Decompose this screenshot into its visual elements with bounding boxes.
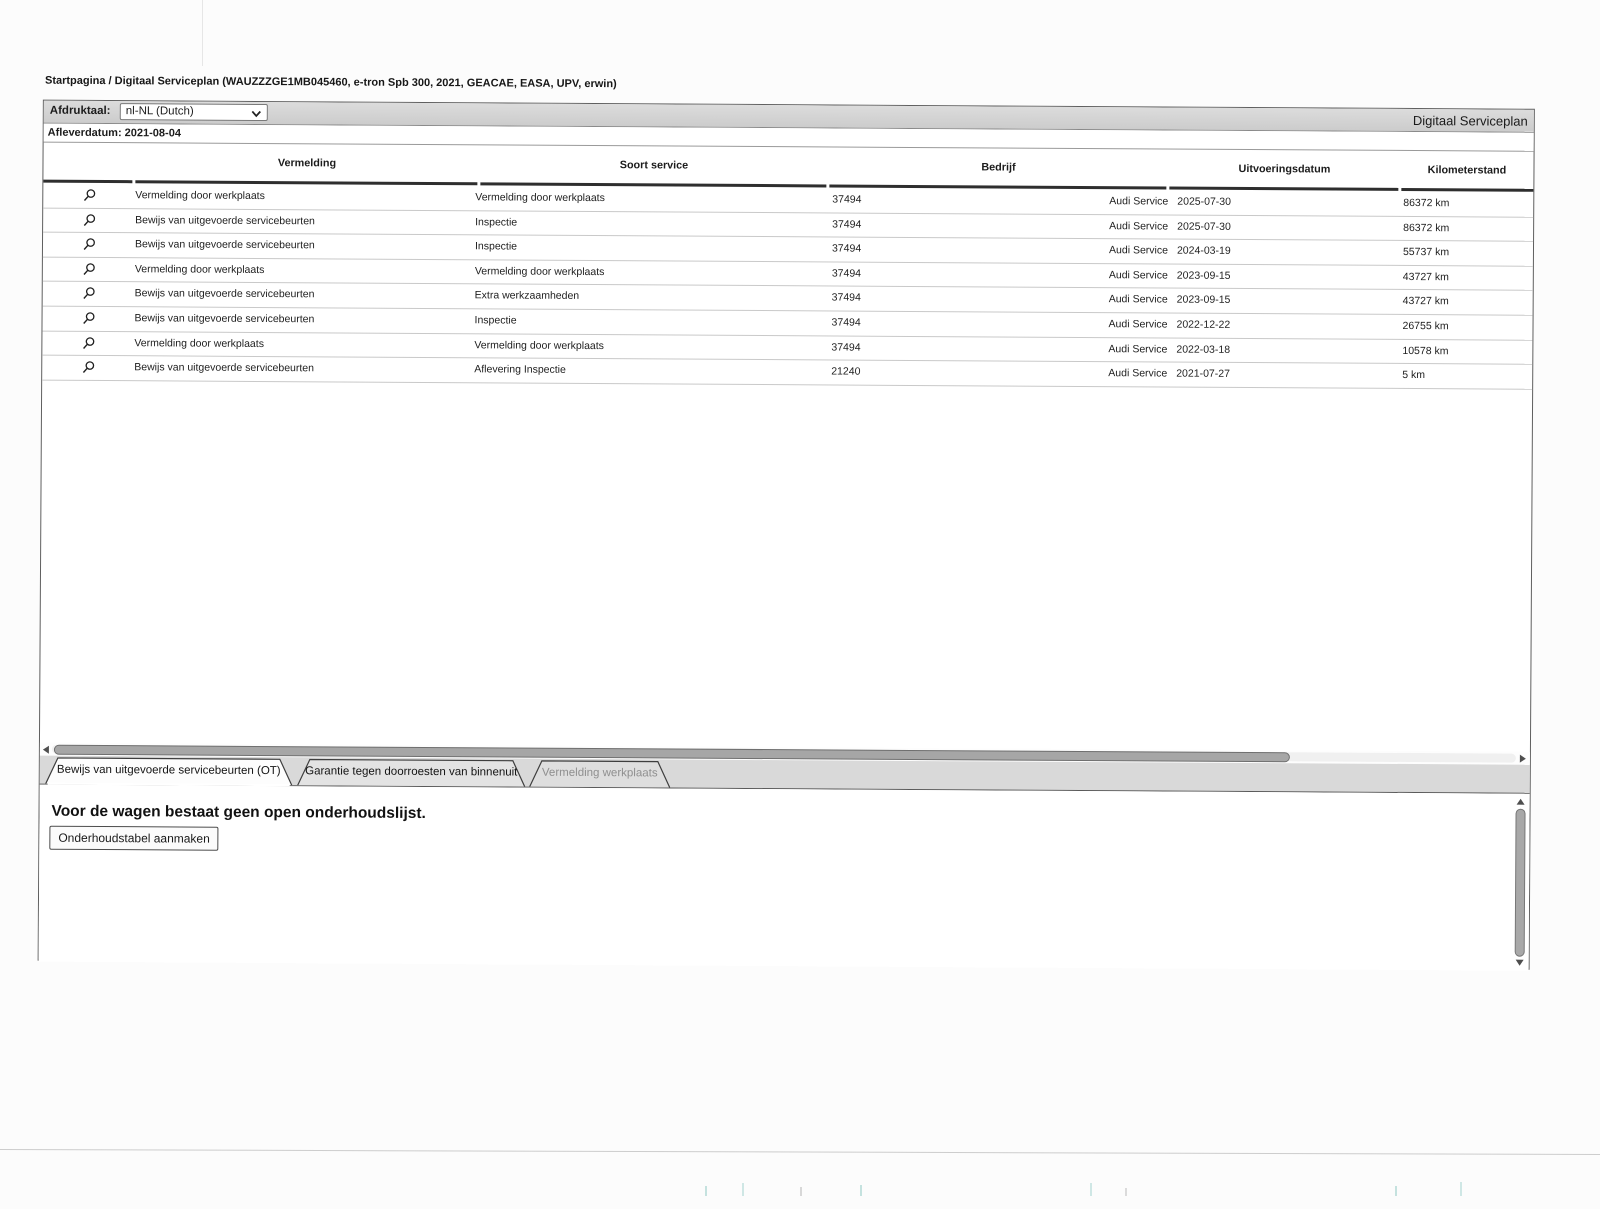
cell-bedrijf-nr: 37494 — [832, 267, 861, 279]
tab-vermelding-werkplaats: Vermelding werkplaats — [529, 760, 671, 788]
cell-bedrijf-nr: 37494 — [832, 218, 861, 230]
cell-bedrijf: Audi Service — [1108, 343, 1167, 355]
cell-soort-service: Vermelding door werkplaats — [474, 339, 604, 352]
cell-bedrijf: Audi Service — [1109, 269, 1168, 281]
column-header-vermelding: Vermelding — [134, 156, 479, 170]
tab-label: Vermelding werkplaats — [529, 767, 671, 780]
cell-kilometerstand: 26755 km — [1402, 320, 1448, 332]
magnifier-icon[interactable] — [81, 188, 97, 204]
cell-uitvoeringsdatum: 2022-03-18 — [1176, 343, 1230, 355]
cell-uitvoeringsdatum: 2023-09-15 — [1177, 269, 1231, 281]
chevron-down-icon — [251, 110, 262, 118]
serviceplan-window: Afdruktaal: nl-NL (Dutch) Digitaal Servi… — [38, 100, 1535, 970]
language-select-value: nl-NL (Dutch) — [126, 105, 194, 117]
cell-bedrijf-nr: 21240 — [831, 366, 860, 378]
cell-soort-service: Inspectie — [475, 314, 517, 326]
column-header-soort-service: Soort service — [479, 158, 828, 172]
cell-bedrijf: Audi Service — [1109, 195, 1168, 207]
column-header-bedrijf: Bedrijf — [828, 160, 1168, 174]
cell-bedrijf: Audi Service — [1109, 294, 1168, 306]
magnifier-icon[interactable] — [80, 335, 96, 351]
cell-kilometerstand: 86372 km — [1403, 222, 1449, 234]
cell-bedrijf-nr: 37494 — [831, 341, 860, 353]
header-rule — [43, 180, 132, 184]
cell-vermelding: Bewijs van uitgevoerde servicebeurten — [135, 312, 315, 325]
cell-kilometerstand: 43727 km — [1403, 295, 1449, 307]
cell-bedrijf-nr: 37494 — [832, 193, 861, 205]
cell-uitvoeringsdatum: 2023-09-15 — [1177, 294, 1231, 306]
cell-vermelding: Vermelding door werkplaats — [135, 189, 265, 202]
cell-soort-service: Inspectie — [475, 240, 517, 252]
cell-vermelding: Bewijs van uitgevoerde servicebeurten — [134, 361, 314, 374]
scroll-right-arrow-icon[interactable] — [1520, 755, 1526, 763]
scroll-up-arrow-icon[interactable] — [1517, 799, 1525, 805]
cell-bedrijf: Audi Service — [1109, 244, 1168, 256]
column-header-uitvoeringsdatum: Uitvoeringsdatum — [1168, 163, 1400, 176]
cell-kilometerstand: 5 km — [1402, 369, 1425, 381]
vertical-scrollbar[interactable] — [1512, 796, 1529, 968]
cell-bedrijf-nr: 37494 — [832, 243, 861, 255]
cell-bedrijf: Audi Service — [1108, 367, 1167, 379]
tab-garantie-doorroesten[interactable]: Garantie tegen doorroesten van binnenuit — [297, 758, 526, 786]
cell-soort-service: Extra werkzaamheden — [475, 290, 580, 303]
magnifier-icon[interactable] — [80, 311, 96, 327]
cell-vermelding: Bewijs van uitgevoerde servicebeurten — [135, 214, 315, 227]
tab-label: Bewijs van uitgevoerde servicebeurten (O… — [45, 764, 293, 778]
cell-soort-service: Inspectie — [475, 216, 517, 228]
toolbar-title: Digitaal Serviceplan — [1413, 113, 1528, 129]
no-open-maintenance-message: Voor de wagen bestaat geen open onderhou… — [51, 803, 425, 823]
cell-bedrijf: Audi Service — [1109, 220, 1168, 232]
magnifier-icon[interactable] — [81, 212, 97, 228]
delivery-date-label: Afleverdatum: 2021-08-04 — [48, 127, 181, 140]
scroll-down-arrow-icon[interactable] — [1516, 960, 1524, 966]
tab-label: Garantie tegen doorroesten van binnenuit — [297, 765, 526, 778]
service-table-body: Vermelding door werkplaats Vermelding doo… — [42, 184, 1533, 390]
magnifier-icon[interactable] — [81, 237, 97, 253]
cell-vermelding: Bewijs van uitgevoerde servicebeurten — [135, 238, 315, 251]
cell-vermelding: Vermelding door werkplaats — [134, 337, 264, 350]
tab-bewijs-servicebeurten-ot[interactable]: Bewijs van uitgevoerde servicebeurten (O… — [45, 757, 293, 786]
cell-bedrijf-nr: 37494 — [832, 292, 861, 304]
cell-kilometerstand: 86372 km — [1403, 197, 1449, 209]
magnifier-icon[interactable] — [80, 360, 96, 376]
magnifier-icon[interactable] — [81, 262, 97, 278]
cell-uitvoeringsdatum: 2025-07-30 — [1177, 220, 1231, 232]
magnifier-icon[interactable] — [81, 286, 97, 302]
cell-uitvoeringsdatum: 2021-07-27 — [1176, 368, 1230, 380]
breadcrumb[interactable]: Startpagina / Digitaal Serviceplan (WAUZ… — [45, 75, 617, 90]
cell-vermelding: Bewijs van uitgevoerde servicebeurten — [135, 288, 315, 301]
cell-uitvoeringsdatum: 2022-12-22 — [1176, 319, 1230, 331]
cell-soort-service: Vermelding door werkplaats — [475, 265, 605, 278]
vertical-scrollbar-thumb[interactable] — [1514, 809, 1525, 957]
cell-kilometerstand: 55737 km — [1403, 246, 1449, 258]
cell-kilometerstand: 43727 km — [1403, 271, 1449, 283]
create-maintenance-table-button[interactable]: Onderhoudstabel aanmaken — [49, 826, 219, 851]
cell-bedrijf-nr: 37494 — [831, 316, 860, 328]
language-select[interactable]: nl-NL (Dutch) — [120, 103, 268, 121]
cell-kilometerstand: 10578 km — [1402, 345, 1448, 357]
scroll-left-arrow-icon[interactable] — [43, 746, 49, 754]
cell-vermelding: Vermelding door werkplaats — [135, 263, 265, 276]
cell-soort-service: Vermelding door werkplaats — [475, 191, 605, 204]
cell-bedrijf: Audi Service — [1109, 318, 1168, 330]
column-header-kilometerstand: Kilometerstand — [1400, 164, 1533, 177]
print-language-label: Afdruktaal: — [50, 105, 111, 117]
cell-uitvoeringsdatum: 2024-03-19 — [1177, 245, 1231, 257]
cell-soort-service: Aflevering Inspectie — [474, 363, 566, 376]
maintenance-panel: Voor de wagen bestaat geen open onderhou… — [39, 785, 1530, 971]
cell-uitvoeringsdatum: 2025-07-30 — [1177, 196, 1231, 208]
